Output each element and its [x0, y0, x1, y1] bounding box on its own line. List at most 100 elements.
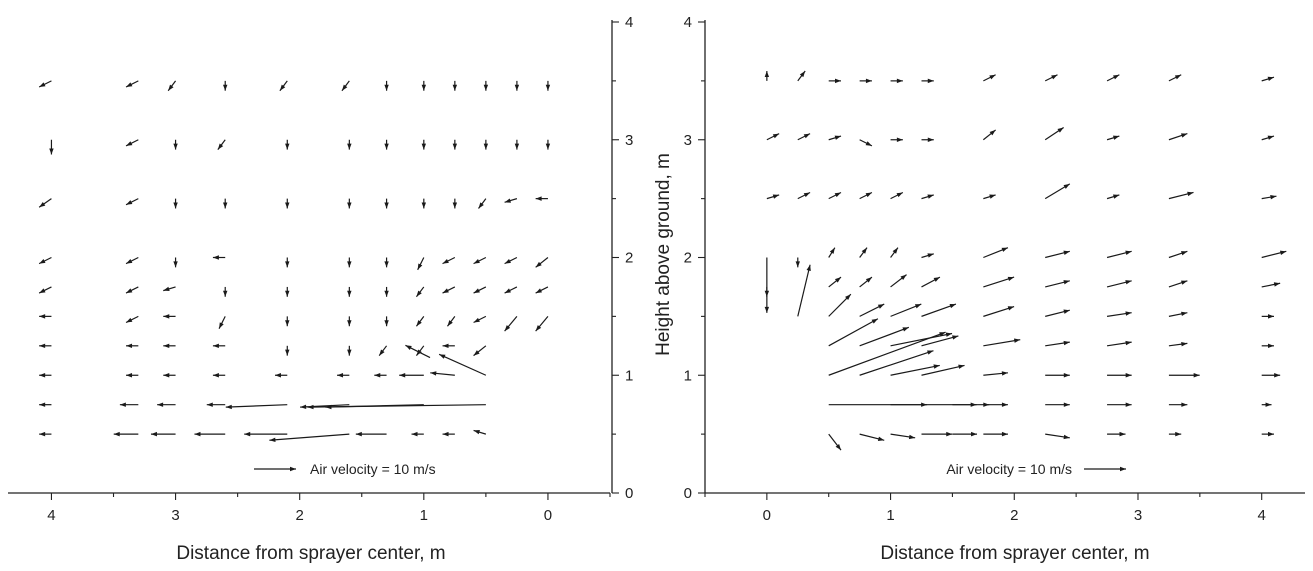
velocity-vector [1045, 310, 1070, 317]
velocity-vector [798, 265, 811, 317]
velocity-vector [983, 371, 1008, 375]
velocity-vector [860, 434, 885, 441]
velocity-vector [126, 140, 138, 146]
velocity-vector [285, 258, 289, 268]
velocity-vector [1262, 195, 1277, 199]
velocity-vector [983, 402, 1008, 406]
velocity-vector [796, 258, 800, 268]
velocity-vector [384, 258, 388, 268]
velocity-vector [226, 405, 288, 409]
velocity-vector [1169, 312, 1187, 317]
velocity-vector [765, 287, 769, 297]
velocity-vector [860, 277, 872, 287]
velocity-vector [443, 432, 455, 436]
velocity-vector [765, 71, 769, 81]
velocity-vector [829, 192, 841, 198]
velocity-vector [347, 258, 351, 268]
velocity-vector [1262, 314, 1274, 318]
velocity-vector [1169, 281, 1187, 287]
velocity-vector [39, 402, 51, 406]
velocity-vector [798, 71, 805, 81]
velocity-vector [384, 81, 388, 91]
velocity-vector [39, 287, 51, 293]
velocity-vector [173, 199, 177, 209]
velocity-vector [829, 434, 841, 450]
y-tick-label: 4 [684, 14, 692, 31]
velocity-vector [342, 81, 349, 91]
velocity-vector [49, 140, 53, 155]
velocity-vector [194, 432, 225, 436]
velocity-vector [1169, 402, 1187, 406]
velocity-vector [126, 373, 138, 377]
velocity-vector [505, 287, 517, 293]
velocity-vector [798, 134, 810, 140]
velocity-vector [983, 306, 1014, 316]
velocity-vector [1262, 432, 1274, 436]
velocity-vector [405, 345, 430, 357]
velocity-vector [337, 373, 349, 377]
velocity-vector [168, 81, 175, 91]
velocity-vector [829, 277, 841, 287]
velocity-vector [860, 248, 867, 258]
velocity-vector [921, 432, 952, 436]
x-tick-label: 2 [296, 507, 304, 524]
velocity-vector [1169, 192, 1194, 199]
velocity-vector [384, 287, 388, 297]
velocity-vector [474, 287, 486, 293]
velocity-vector [269, 434, 349, 442]
velocity-vector [891, 79, 903, 83]
velocity-vector [829, 136, 841, 140]
velocity-vector [478, 199, 485, 209]
velocity-vector [207, 402, 225, 406]
velocity-vector [416, 287, 423, 297]
velocity-vector [374, 373, 386, 377]
velocity-vector [891, 364, 940, 375]
velocity-vector [829, 79, 841, 83]
velocity-vector [384, 316, 388, 326]
velocity-vector [1262, 344, 1274, 348]
velocity-vector [1169, 373, 1200, 377]
velocity-vector [505, 258, 517, 264]
velocity-vector [536, 287, 548, 293]
velocity-vector [453, 81, 457, 91]
velocity-vector [921, 365, 964, 376]
velocity-vector [1262, 282, 1280, 287]
velocity-vector [829, 294, 851, 316]
velocity-vector [891, 434, 916, 439]
velocity-vector [921, 79, 933, 83]
velocity-vector [285, 287, 289, 297]
velocity-vector [126, 344, 138, 348]
velocity-vector [39, 373, 51, 377]
y-tick-label: 3 [625, 132, 633, 149]
velocity-vector [1107, 136, 1119, 140]
velocity-vector [952, 432, 977, 436]
x-tick-label: 2 [1010, 507, 1018, 524]
velocity-vector [484, 140, 488, 150]
reference-label: Air velocity = 10 m/s [310, 461, 436, 477]
velocity-vector [1107, 373, 1132, 377]
velocity-vector [1045, 373, 1070, 377]
y-tick-label: 0 [625, 485, 633, 502]
velocity-vector [412, 432, 424, 436]
velocity-vector [163, 314, 175, 318]
velocity-vector [1262, 373, 1280, 377]
velocity-vector [829, 332, 946, 375]
x-tick-label: 1 [420, 507, 428, 524]
velocity-vector [505, 316, 517, 331]
velocity-vector [860, 140, 872, 146]
velocity-vector [347, 287, 351, 297]
velocity-vector [39, 81, 51, 87]
velocity-vector [536, 316, 548, 331]
velocity-vector [126, 258, 138, 264]
velocity-vector [439, 354, 486, 375]
y-tick-label: 1 [625, 367, 633, 384]
velocity-vector [767, 134, 779, 140]
velocity-vector [219, 316, 225, 328]
velocity-vector [891, 333, 953, 346]
y-tick-label: 4 [625, 14, 633, 31]
velocity-vector [474, 316, 486, 322]
velocity-vector [422, 199, 426, 209]
y-axis-title: Height above ground, m [653, 153, 674, 356]
velocity-vector [379, 346, 386, 356]
